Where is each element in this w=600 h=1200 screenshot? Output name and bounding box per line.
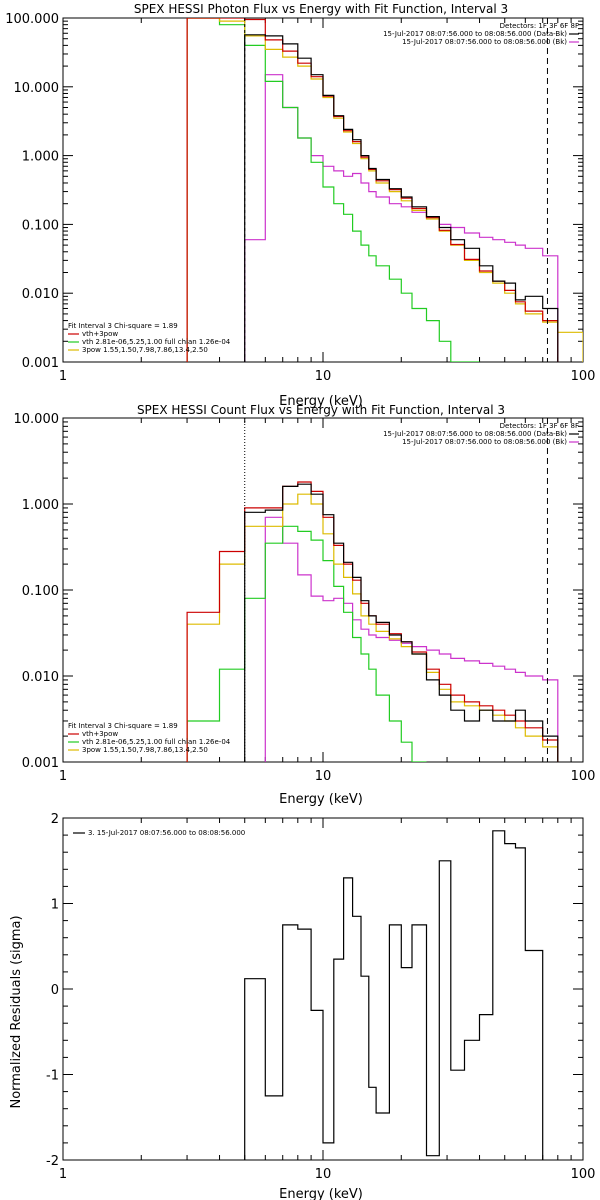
x-tick-label: 1 xyxy=(59,369,67,384)
y-tick-label: -2 xyxy=(46,1154,59,1169)
y-tick-label: 10.000 xyxy=(14,81,60,96)
series-powerlaw xyxy=(186,18,583,362)
series-total_model xyxy=(186,18,559,362)
fit-legend-item: vth+3pow xyxy=(82,730,118,738)
detectors-label: Detectors: 1F 3F 6F 8F xyxy=(500,422,579,430)
bk-legend: 15-Jul-2017 08:07:56.000 to 08:08:56.000… xyxy=(402,438,567,446)
y-tick-label: -1 xyxy=(46,1069,59,1084)
y-tick-label: 0.100 xyxy=(22,218,59,233)
y-tick-label: 10.000 xyxy=(14,412,60,427)
fit-legend-item: 3pow 1.55,1.50,7.98,7.86,13.4,2.50 xyxy=(82,346,208,354)
x-tick-label: 1 xyxy=(59,769,67,784)
series-observed xyxy=(244,483,559,762)
chart-title: SPEX HESSI Count Flux vs Energy with Fit… xyxy=(137,403,505,417)
x-tick-label: 100 xyxy=(571,369,596,384)
fit-legend-item: vth 2.81e-06,5.25,1.00 full chian 1.26e-… xyxy=(82,738,231,746)
y-tick-label: 0.001 xyxy=(22,756,59,771)
series-total_model xyxy=(186,481,559,762)
series-background xyxy=(264,516,559,762)
x-axis-label: Energy (keV) xyxy=(279,394,363,409)
data-layer xyxy=(186,18,583,362)
y-tick-label: 0.001 xyxy=(22,356,59,371)
photon-flux-panel: SPEX HESSI Photon Flux vs Energy with Fi… xyxy=(5,2,595,409)
data-layer xyxy=(244,830,544,1160)
x-tick-label: 10 xyxy=(315,369,332,384)
x-tick-label: 10 xyxy=(315,769,332,784)
residual-legend: 3. 15-Jul-2017 08:07:56.000 to 08:08:56.… xyxy=(88,829,245,837)
series-observed xyxy=(244,830,544,1160)
y-tick-label: 1.000 xyxy=(22,498,59,513)
y-tick-label: 0.010 xyxy=(22,287,59,302)
y-tick-label: 0.100 xyxy=(22,584,59,599)
interval-legend: 15-Jul-2017 08:07:56.000 to 08:08:56.000… xyxy=(383,30,567,38)
y-tick-label: 0.010 xyxy=(22,670,59,685)
y-tick-label: 0 xyxy=(51,983,59,998)
x-axis-label: Energy (keV) xyxy=(279,792,363,807)
series-powerlaw xyxy=(186,493,559,762)
y-tick-label: 100.000 xyxy=(5,12,59,27)
x-tick-label: 1 xyxy=(59,1167,67,1182)
fit-legend-item: vth+3pow xyxy=(82,330,118,338)
x-tick-label: 100 xyxy=(571,769,596,784)
detectors-label: Detectors: 1F 3F 6F 8F xyxy=(500,22,579,30)
x-tick-label: 10 xyxy=(315,1167,332,1182)
interval-legend: 15-Jul-2017 08:07:56.000 to 08:08:56.000… xyxy=(383,430,567,438)
bk-legend: 15-Jul-2017 08:07:56.000 to 08:08:56.000… xyxy=(402,38,567,46)
fit-legend-title: Fit Interval 3 Chi-square = 1.89 xyxy=(68,322,178,330)
fit-legend-title: Fit Interval 3 Chi-square = 1.89 xyxy=(68,722,178,730)
series-thermal xyxy=(186,18,480,362)
count-flux-panel: SPEX HESSI Count Flux vs Energy with Fit… xyxy=(14,403,596,807)
y-tick-label: 2 xyxy=(51,812,59,827)
fit-legend-item: vth 2.81e-06,5.25,1.00 full chian 1.26e-… xyxy=(82,338,231,346)
x-axis-label: Energy (keV) xyxy=(279,1187,363,1200)
series-background xyxy=(244,74,559,362)
series-thermal xyxy=(186,525,427,762)
y-tick-label: 1 xyxy=(51,898,59,913)
plot-frame xyxy=(62,17,584,363)
y-tick-label: 1.000 xyxy=(22,150,59,165)
y-axis-label: Normalized Residuals (sigma) xyxy=(9,915,24,1108)
residuals-panel: Energy (keV) Normalized Residuals (sigma… xyxy=(9,812,595,1200)
x-tick-label: 100 xyxy=(571,1167,596,1182)
data-layer xyxy=(186,481,559,762)
chart-title: SPEX HESSI Photon Flux vs Energy with Fi… xyxy=(134,2,508,16)
series-observed xyxy=(244,34,559,362)
fit-legend-item: 3pow 1.55,1.50,7.98,7.86,13.4,2.50 xyxy=(82,746,208,754)
